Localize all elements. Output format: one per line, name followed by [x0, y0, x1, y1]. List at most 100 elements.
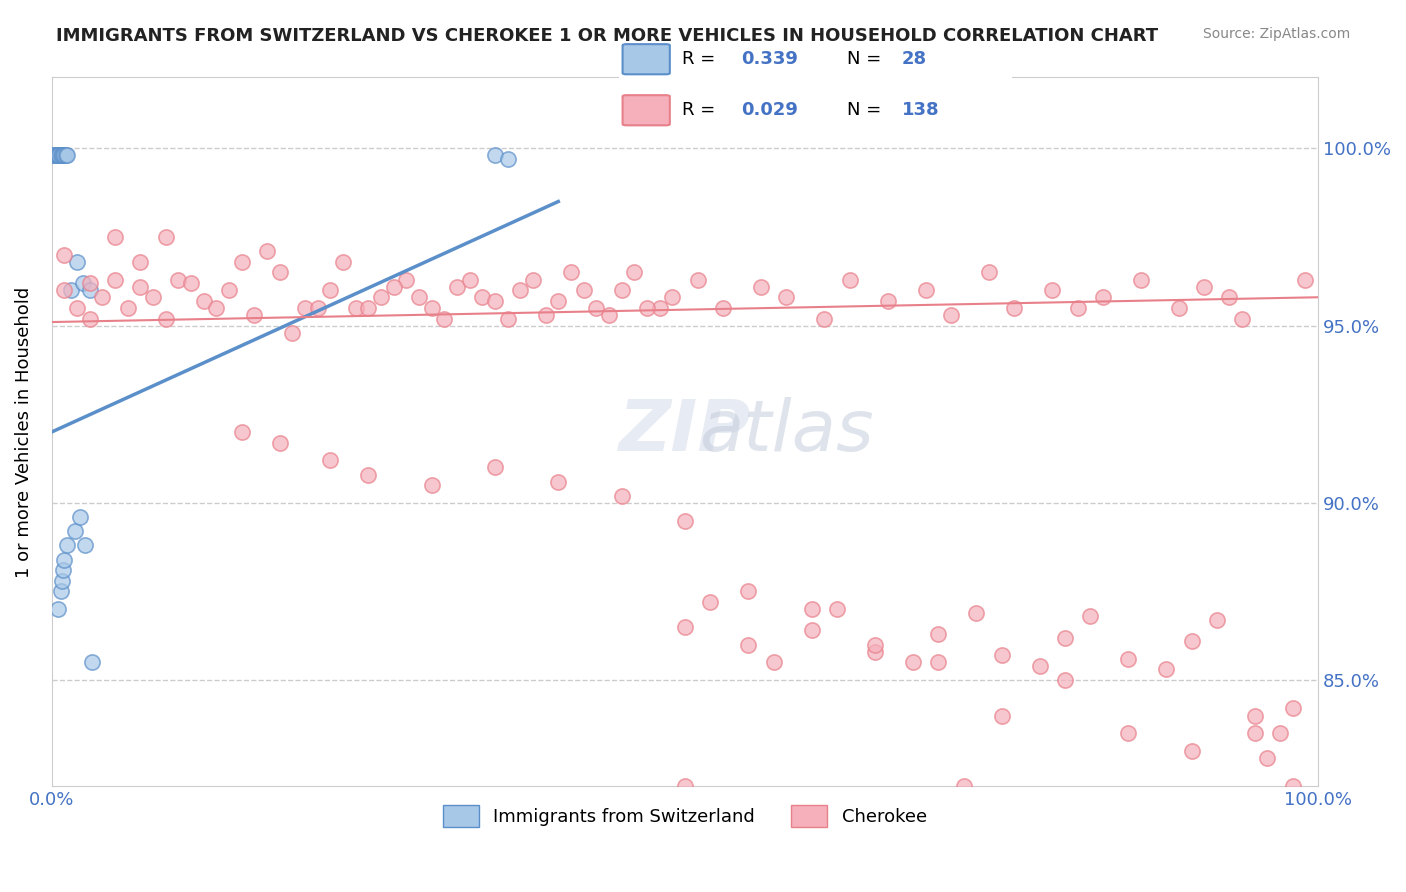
- Point: [863, 832, 886, 847]
- Point: [825, 602, 848, 616]
- Point: [45, 148, 67, 162]
- Point: [699, 595, 721, 609]
- Point: [762, 656, 785, 670]
- Point: [142, 290, 165, 304]
- Text: IMMIGRANTS FROM SWITZERLAND VS CHEROKEE 1 OR MORE VEHICLES IN HOUSEHOLD CORRELAT: IMMIGRANTS FROM SWITZERLAND VS CHEROKEE …: [56, 27, 1159, 45]
- FancyBboxPatch shape: [623, 44, 669, 74]
- Point: [44, 148, 66, 162]
- Text: 138: 138: [903, 102, 939, 120]
- Point: [496, 152, 519, 166]
- Point: [749, 279, 772, 293]
- Point: [167, 272, 190, 286]
- Point: [990, 648, 1012, 663]
- Point: [42, 148, 65, 162]
- Point: [673, 780, 696, 794]
- Point: [73, 538, 96, 552]
- Point: [82, 656, 104, 670]
- Point: [1116, 726, 1139, 740]
- Point: [1256, 751, 1278, 765]
- Point: [395, 272, 418, 286]
- Point: [370, 290, 392, 304]
- Point: [218, 283, 240, 297]
- Point: [585, 301, 607, 315]
- Point: [1180, 634, 1202, 648]
- Point: [281, 326, 304, 340]
- Point: [117, 301, 139, 315]
- Point: [1129, 272, 1152, 286]
- Point: [509, 283, 531, 297]
- Point: [965, 606, 987, 620]
- Point: [357, 467, 380, 482]
- Point: [927, 656, 949, 670]
- Y-axis label: 1 or more Vehicles in Household: 1 or more Vehicles in Household: [15, 286, 32, 578]
- Point: [69, 510, 91, 524]
- Point: [243, 308, 266, 322]
- Point: [52, 563, 75, 577]
- Point: [51, 148, 73, 162]
- Point: [610, 489, 633, 503]
- Point: [1091, 290, 1114, 304]
- Point: [420, 478, 443, 492]
- Point: [636, 301, 658, 315]
- Point: [1078, 609, 1101, 624]
- Point: [484, 460, 506, 475]
- Point: [79, 283, 101, 297]
- Point: [79, 276, 101, 290]
- Point: [91, 290, 114, 304]
- Text: N =: N =: [846, 50, 887, 68]
- Point: [547, 475, 569, 489]
- Point: [901, 656, 924, 670]
- Point: [63, 524, 86, 539]
- Point: [52, 148, 75, 162]
- Point: [914, 283, 936, 297]
- Point: [1180, 744, 1202, 758]
- Point: [560, 265, 582, 279]
- Point: [484, 148, 506, 162]
- Point: [104, 272, 127, 286]
- Point: [408, 290, 430, 304]
- Point: [1167, 301, 1189, 315]
- Text: N =: N =: [846, 102, 887, 120]
- Point: [155, 311, 177, 326]
- Point: [1002, 301, 1025, 315]
- Point: [977, 265, 1000, 279]
- Point: [1040, 283, 1063, 297]
- Text: 0.339: 0.339: [741, 50, 797, 68]
- Point: [155, 230, 177, 244]
- Point: [66, 301, 89, 315]
- Point: [307, 301, 329, 315]
- Point: [484, 293, 506, 308]
- Point: [522, 272, 544, 286]
- Point: [711, 301, 734, 315]
- Point: [800, 814, 823, 829]
- Point: [1281, 780, 1303, 794]
- Point: [1243, 708, 1265, 723]
- Point: [1154, 663, 1177, 677]
- Point: [1230, 311, 1253, 326]
- Point: [231, 425, 253, 439]
- Point: [1268, 726, 1291, 740]
- Point: [1295, 272, 1317, 286]
- Point: [673, 620, 696, 634]
- Point: [1218, 290, 1240, 304]
- Point: [231, 254, 253, 268]
- Point: [1116, 652, 1139, 666]
- Point: [79, 311, 101, 326]
- Point: [193, 293, 215, 308]
- Point: [1066, 301, 1088, 315]
- Point: [104, 230, 127, 244]
- Text: 0.029: 0.029: [741, 102, 797, 120]
- Point: [876, 293, 898, 308]
- Point: [952, 780, 974, 794]
- Point: [547, 293, 569, 308]
- Point: [1028, 659, 1050, 673]
- Point: [446, 279, 468, 293]
- Point: [269, 265, 291, 279]
- Point: [53, 248, 76, 262]
- Point: [458, 272, 481, 286]
- Point: [49, 148, 72, 162]
- Point: [48, 148, 70, 162]
- Point: [863, 645, 886, 659]
- Point: [319, 283, 342, 297]
- Point: [180, 276, 202, 290]
